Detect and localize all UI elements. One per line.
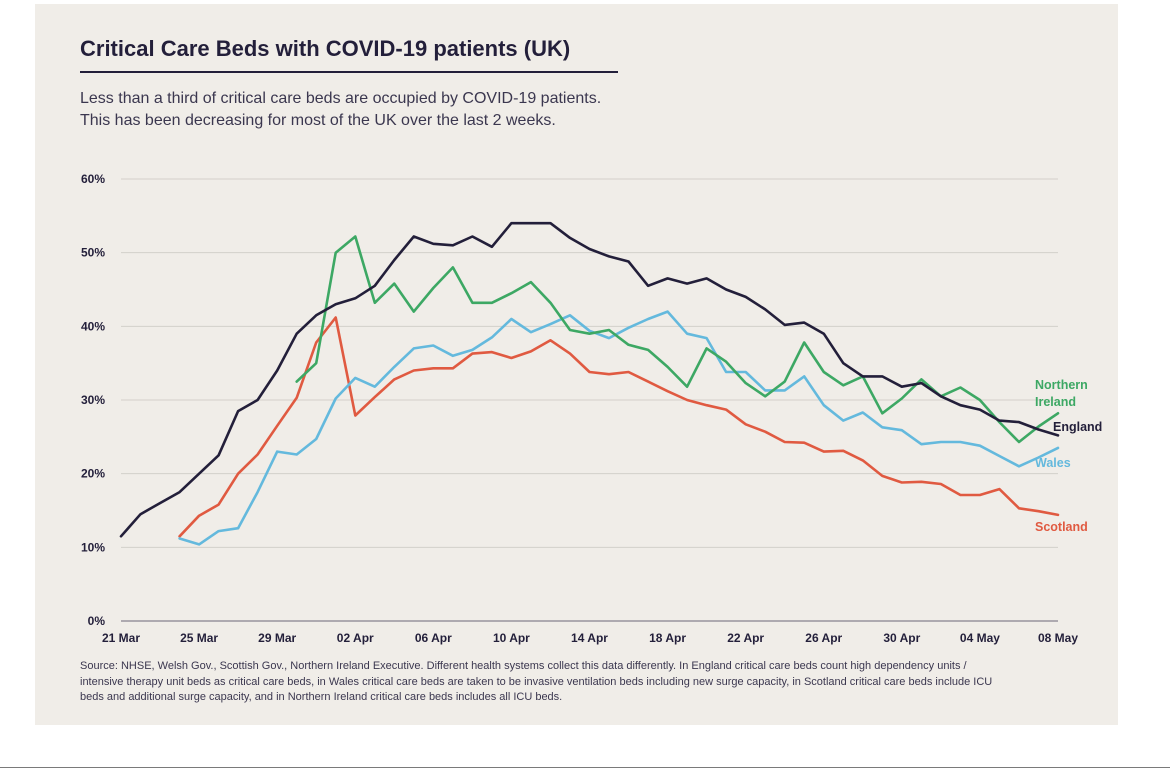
x-tick-label: 21 Mar	[102, 631, 140, 645]
x-tick-label: 04 May	[960, 631, 1000, 645]
x-tick-label: 25 Mar	[180, 631, 218, 645]
series-label-northern-ireland: Northern	[1035, 378, 1088, 392]
series-line-northern-ireland	[295, 235, 1060, 444]
subtitle-line-2: This has been decreasing for most of the…	[80, 112, 556, 129]
x-tick-label: 08 May	[1038, 631, 1078, 645]
y-tick-label: 40%	[81, 319, 105, 333]
source-note: Source: NHSE, Welsh Gov., Scottish Gov.,…	[80, 660, 993, 703]
page-bottom-divider	[0, 767, 1170, 768]
x-tick-label: 22 Apr	[727, 631, 764, 645]
series-label-wales: Wales	[1035, 456, 1071, 470]
subtitle-line-1: Less than a third of critical care beds …	[80, 90, 602, 107]
x-tick-label: 29 Mar	[258, 631, 296, 645]
x-tick-label: 18 Apr	[649, 631, 686, 645]
line-chart: 0% 10% 20% 30% 40% 50% 60% 21 Mar 25 Mar 29 Mar 02…	[81, 172, 1102, 645]
series-label-scotland: Scotland	[1035, 520, 1088, 534]
series-line-england	[119, 221, 1060, 538]
x-tick-label: 26 Apr	[805, 631, 842, 645]
series-label-england: England	[1053, 420, 1102, 434]
y-tick-label: 0%	[88, 614, 106, 628]
x-tick-label: 10 Apr	[493, 631, 530, 645]
series-line-scotland	[178, 316, 1060, 538]
x-tick-label: 06 Apr	[415, 631, 452, 645]
x-tick-label: 02 Apr	[337, 631, 374, 645]
y-tick-label: 30%	[81, 393, 105, 407]
x-tick-label: 30 Apr	[883, 631, 920, 645]
x-tick-label: 14 Apr	[571, 631, 608, 645]
chart-card	[35, 4, 1118, 725]
y-tick-label: 20%	[81, 467, 105, 481]
series-label-northern-ireland: Ireland	[1035, 395, 1076, 409]
y-tick-label: 50%	[81, 246, 105, 260]
series-line-wales	[178, 310, 1060, 546]
chart-title: Critical Care Beds with COVID-19 patient…	[80, 36, 571, 61]
y-tick-label: 60%	[81, 172, 105, 186]
y-tick-label: 10%	[81, 540, 105, 554]
title-underline	[80, 71, 618, 73]
